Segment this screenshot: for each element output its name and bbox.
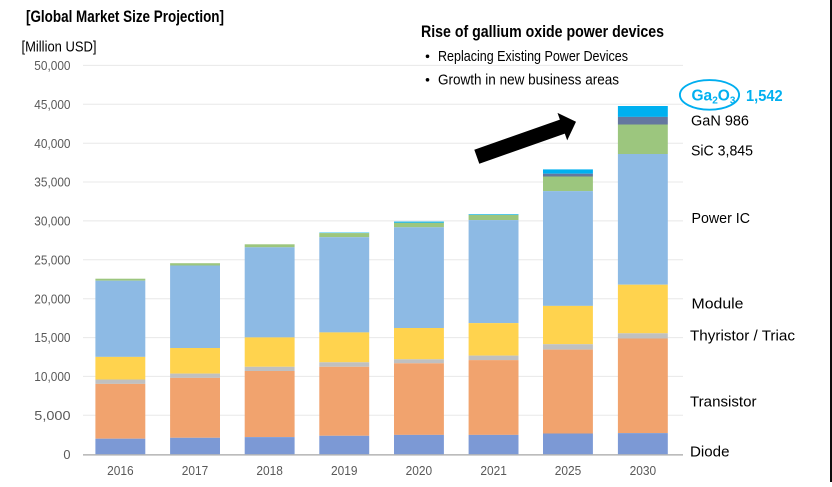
svg-text:25,000: 25,000 [34,252,70,267]
svg-text:5,000: 5,000 [34,408,70,423]
svg-text:SiC 3,845: SiC 3,845 [691,142,753,159]
svg-text:2030: 2030 [630,463,657,478]
svg-text:40,000: 40,000 [34,136,70,151]
svg-text:Transistor: Transistor [690,393,757,410]
svg-text:15,000: 15,000 [34,330,70,345]
svg-text:Module: Module [692,296,744,313]
svg-text:10,000: 10,000 [34,369,70,384]
svg-text:[Million USD]: [Million USD] [22,39,97,56]
svg-text:Rise of gallium oxide power de: Rise of gallium oxide power devices [421,22,664,41]
svg-text:Diode: Diode [690,443,730,460]
svg-text:2021: 2021 [480,463,507,478]
svg-text:[Global Market Size Projection: [Global Market Size Projection] [26,7,224,26]
svg-text:2016: 2016 [107,463,134,478]
svg-text:2020: 2020 [406,463,433,478]
svg-text:Power IC: Power IC [692,210,751,227]
svg-text:35,000: 35,000 [34,175,70,190]
svg-text:Replacing Existing Power Devic: Replacing Existing Power Devices [438,48,628,65]
svg-text:Growth in new business areas: Growth in new business areas [438,72,619,89]
svg-text:2018: 2018 [256,463,283,478]
svg-text:Ga2O3: Ga2O3 [692,88,736,107]
svg-text:Thyristor / Triac: Thyristor / Triac [690,327,795,344]
svg-text:1,542: 1,542 [746,88,783,105]
svg-text:2019: 2019 [331,463,358,478]
svg-text:2017: 2017 [182,463,209,478]
svg-text:45,000: 45,000 [34,97,70,112]
svg-text:50,000: 50,000 [34,58,70,73]
svg-text:30,000: 30,000 [34,214,70,229]
svg-text:0: 0 [63,447,70,462]
svg-text:2025: 2025 [555,463,582,478]
svg-text:GaN 986: GaN 986 [691,112,749,129]
svg-text:20,000: 20,000 [34,291,70,306]
